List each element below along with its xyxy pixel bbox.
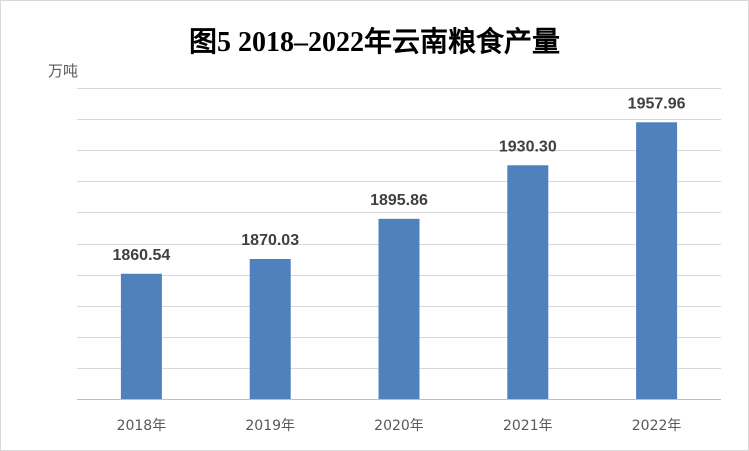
data-label-4: 1930.30 (499, 138, 557, 155)
x-tick-label-4: 2021年 (503, 418, 553, 434)
y-axis-unit-label: 万吨 (48, 62, 79, 80)
data-label-2: 1870.03 (241, 232, 299, 249)
x-tick-label-5: 2022年 (632, 418, 682, 434)
data-label-1: 1860.54 (112, 247, 170, 264)
x-tick-label-3: 2020年 (374, 418, 424, 434)
chart-title: 图5 2018–2022年云南粮食产量 (188, 27, 560, 58)
data-label-3: 1895.86 (370, 192, 428, 209)
x-tick-label-2: 2019年 (245, 418, 295, 434)
bar-4 (507, 165, 549, 399)
data-labels: 1860.54 1870.03 1895.86 1930.30 1957.96 (112, 95, 685, 263)
bar-3 (378, 218, 420, 399)
x-tick-label-1: 2018年 (117, 418, 167, 434)
bar-5 (636, 122, 678, 399)
bar-2 (249, 259, 291, 399)
data-label-5: 1957.96 (628, 95, 686, 112)
bar-1 (120, 273, 162, 399)
x-tick-labels: 2018年 2019年 2020年 2021年 2022年 (117, 418, 682, 434)
bars (120, 122, 678, 399)
